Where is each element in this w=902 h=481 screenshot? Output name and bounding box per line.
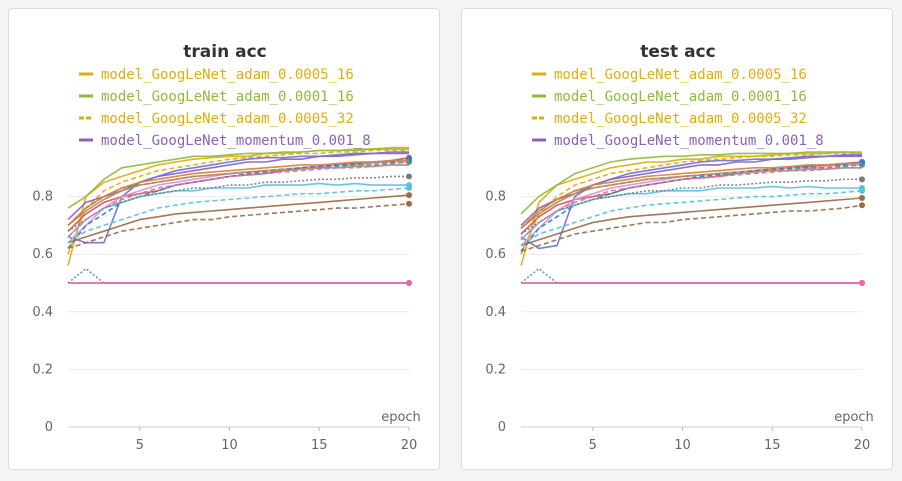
series-line[interactable] <box>520 151 862 215</box>
chart-title: test acc <box>640 42 715 62</box>
series-group <box>520 151 865 286</box>
legend-entry-label[interactable]: model_GoogLeNet_adam_0.0001_16 <box>554 89 807 105</box>
train-acc-panel: train acc 0 0.2 0.4 0.6 0.8 5 10 15 20 epoch model_… <box>8 8 440 470</box>
x-tick-label: 10 <box>674 438 691 453</box>
y-tick-label: 0.4 <box>32 305 53 320</box>
x-tick-label: 20 <box>401 438 418 453</box>
x-tick-label: 10 <box>221 438 238 453</box>
series-line[interactable] <box>67 161 410 226</box>
y-tick-label: 0 <box>45 420 53 435</box>
series-line[interactable] <box>67 146 409 266</box>
x-tick-label: 5 <box>136 438 144 453</box>
x-axis-label: epoch <box>381 410 421 425</box>
legend-entry-label[interactable]: model_GoogLeNet_momentum_0.001_8 <box>101 133 371 149</box>
x-tick-label: 15 <box>311 438 328 453</box>
series-line[interactable] <box>520 267 862 284</box>
series-end-point[interactable] <box>859 195 865 202</box>
x-tick-label: 20 <box>854 438 871 453</box>
series-end-point[interactable] <box>859 280 865 286</box>
series-line[interactable] <box>67 194 410 244</box>
series-end-point[interactable] <box>859 184 865 191</box>
series-line[interactable] <box>67 187 410 244</box>
series-group <box>67 146 412 286</box>
y-tick-label: 0.6 <box>485 247 506 262</box>
series-line[interactable] <box>520 162 862 229</box>
series-end-point[interactable] <box>406 173 412 180</box>
series-line[interactable] <box>520 167 862 241</box>
series-line[interactable] <box>67 151 409 244</box>
series-line[interactable] <box>520 197 863 247</box>
y-tick-label: 0.8 <box>485 190 506 205</box>
series-line[interactable] <box>67 148 409 209</box>
legend-entry-label[interactable]: model_GoogLeNet_adam_0.0005_16 <box>101 67 354 83</box>
train-acc-chart[interactable]: train acc 0 0.2 0.4 0.6 0.8 5 10 15 20 epoch model_… <box>9 9 440 470</box>
test-acc-chart[interactable]: test acc 0 0.2 0.4 0.6 0.8 5 10 15 20 epoch model_G… <box>462 9 893 470</box>
series-end-point[interactable] <box>406 192 412 199</box>
x-tick-label: 5 <box>589 438 597 453</box>
x-tick-label: 15 <box>764 438 781 453</box>
series-line[interactable] <box>67 267 409 284</box>
series-line[interactable] <box>67 175 409 232</box>
series-line[interactable] <box>520 154 862 250</box>
series-line[interactable] <box>520 178 862 235</box>
chart-title: train acc <box>183 42 266 62</box>
series-line[interactable] <box>67 149 409 255</box>
series-line[interactable] <box>67 164 409 238</box>
series-line[interactable] <box>520 152 862 255</box>
series-end-point[interactable] <box>859 176 865 183</box>
series-line[interactable] <box>67 203 410 250</box>
series-line[interactable] <box>520 151 863 266</box>
y-tick-label: 0.8 <box>32 190 53 205</box>
legend-entry-label[interactable]: model_GoogLeNet_momentum_0.001_8 <box>554 133 824 149</box>
series-line[interactable] <box>520 164 863 229</box>
series-end-point[interactable] <box>406 280 412 286</box>
series-end-point[interactable] <box>859 202 865 209</box>
series-line[interactable] <box>520 204 863 253</box>
series-end-point[interactable] <box>406 200 412 207</box>
series-line[interactable] <box>520 190 863 247</box>
legend-entry-label[interactable]: model_GoogLeNet_adam_0.0005_32 <box>101 111 354 127</box>
legend-entry-label[interactable]: model_GoogLeNet_adam_0.0005_16 <box>554 67 807 83</box>
legend-entry-label[interactable]: model_GoogLeNet_adam_0.0005_32 <box>554 111 807 127</box>
y-tick-label: 0.2 <box>32 362 53 377</box>
series-end-point[interactable] <box>406 182 412 189</box>
y-tick-label: 0.2 <box>485 362 506 377</box>
series-line[interactable] <box>67 159 409 226</box>
test-acc-panel: test acc 0 0.2 0.4 0.6 0.8 5 10 15 20 epoch model_G… <box>461 8 893 470</box>
x-axis-label: epoch <box>834 410 874 425</box>
series-line[interactable] <box>520 167 862 229</box>
y-tick-label: 0.6 <box>32 247 53 262</box>
y-tick-label: 0.4 <box>485 305 506 320</box>
series-line[interactable] <box>67 164 409 227</box>
legend-entry-label[interactable]: model_GoogLeNet_adam_0.0001_16 <box>101 89 354 105</box>
y-tick-label: 0 <box>498 420 506 435</box>
